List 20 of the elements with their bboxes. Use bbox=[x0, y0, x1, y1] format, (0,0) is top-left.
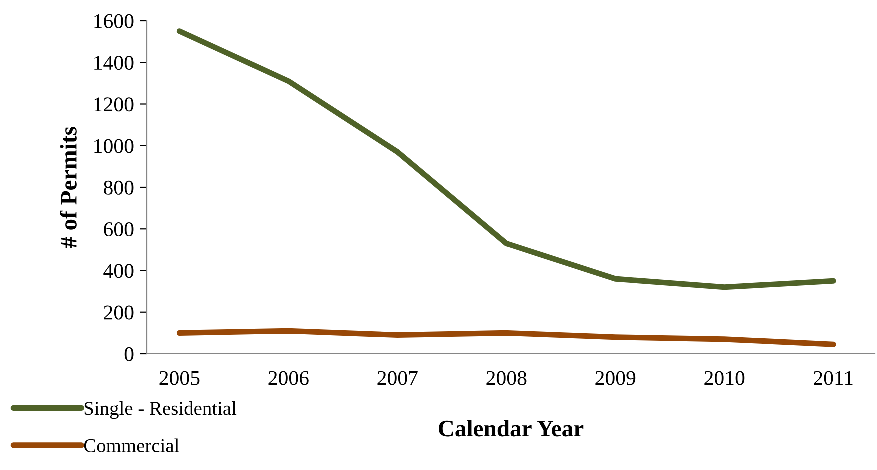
x-tick-label: 2010 bbox=[704, 371, 745, 386]
x-tick-label: 2005 bbox=[160, 371, 200, 386]
y-tick-label: 1000 bbox=[94, 139, 134, 154]
x-tick-label: 2009 bbox=[596, 371, 636, 386]
y-tick-label: 1400 bbox=[94, 56, 134, 70]
x-tick-label: 2008 bbox=[486, 371, 527, 386]
y-tick-label: 400 bbox=[104, 264, 134, 278]
x-tick-label: 2006 bbox=[268, 371, 309, 386]
y-tick-label: 200 bbox=[104, 306, 134, 320]
y-tick-label: 0 bbox=[124, 347, 134, 362]
x-tick-label: 2011 bbox=[814, 371, 853, 386]
x-axis-title: Calendar Year bbox=[439, 420, 584, 437]
x-tick-label: 2007 bbox=[378, 371, 418, 386]
y-tick-label: 1200 bbox=[94, 98, 134, 112]
y-tick-label: 600 bbox=[104, 222, 134, 237]
y-tick-label: 800 bbox=[104, 180, 134, 195]
legend-label: Single - Residential bbox=[84, 402, 237, 420]
y-axis-title: # of Permits bbox=[60, 127, 77, 248]
legend-label: Commercial bbox=[84, 438, 180, 452]
y-tick-label: 1600 bbox=[94, 14, 134, 28]
